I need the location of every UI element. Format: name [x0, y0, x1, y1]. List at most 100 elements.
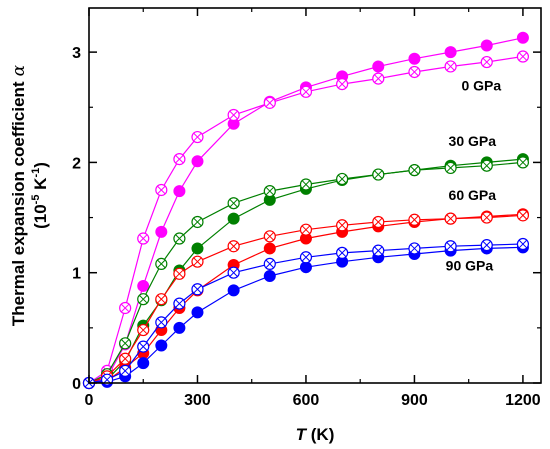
data-point-crossed [336, 78, 349, 91]
data-point-crossed [444, 240, 457, 253]
marker-cross [157, 294, 166, 304]
data-point-crossed [119, 337, 132, 350]
marker-cross [337, 221, 347, 230]
marker-cross [193, 217, 202, 227]
y-axis-title-line2: (10-5 K-1) [30, 162, 50, 229]
marker-cross [482, 161, 492, 170]
data-point-crossed [155, 293, 168, 306]
data-point-filled [173, 185, 186, 198]
series-line [88, 243, 523, 384]
data-point-crossed [516, 209, 530, 222]
plot-frame [88, 7, 542, 384]
data-point-crossed [191, 215, 204, 229]
series-label: 30 GPa [449, 133, 497, 149]
x-axis-title-unit: (K) [306, 425, 334, 444]
marker-cross [138, 325, 148, 335]
marker-cross [229, 198, 238, 208]
data-point-crossed [173, 232, 186, 245]
marker-cross [374, 170, 383, 179]
data-point-crossed [372, 72, 385, 85]
data-point-crossed [336, 246, 349, 259]
series-line [88, 213, 523, 384]
marker-cross [265, 186, 275, 196]
marker-cross [157, 259, 166, 269]
data-point-crossed [173, 267, 186, 280]
data-point-crossed [263, 230, 276, 243]
marker-cross [138, 294, 148, 304]
data-point-crossed [336, 219, 349, 232]
y-axis-title-line1: Thermal expansion coefficient α [9, 64, 29, 326]
marker-cross [410, 215, 419, 225]
data-point-crossed [191, 130, 204, 144]
y-unit-post: ) [31, 162, 50, 168]
data-point-crossed [263, 184, 276, 198]
marker-cross [193, 132, 202, 142]
data-point-filled [191, 306, 204, 319]
x-tick-label: 0 [85, 392, 94, 409]
data-point-crossed [227, 266, 240, 279]
marker-cross [374, 246, 383, 255]
marker-cross [446, 62, 455, 71]
y-tick-label: 0 [72, 376, 81, 393]
marker-cross [337, 248, 347, 258]
marker-cross [175, 154, 184, 164]
marker-cross [410, 244, 419, 253]
marker-cross [265, 232, 275, 241]
y-axis-title-text: Thermal expansion coefficient [9, 81, 28, 326]
data-point-crossed [408, 242, 421, 255]
data-point-crossed [137, 340, 150, 353]
marker-cross [138, 234, 148, 243]
data-point-crossed [227, 240, 240, 253]
data-point-crossed [173, 153, 186, 166]
data-point-crossed [408, 65, 421, 79]
marker-cross [482, 57, 492, 67]
data-point-filled [227, 284, 240, 297]
series-label: 0 GPa [461, 78, 501, 94]
series-line [88, 246, 523, 384]
data-point-crossed [227, 108, 240, 122]
marker-cross [175, 269, 184, 279]
data-point-crossed [516, 156, 530, 169]
data-point-crossed [408, 164, 421, 177]
y-tick-label: 3 [72, 45, 81, 62]
data-point-filled [372, 60, 385, 73]
marker-cross [175, 234, 184, 243]
data-point-crossed [191, 255, 204, 268]
marker-cross [175, 299, 184, 308]
data-point-crossed [137, 323, 150, 337]
marker-cross [518, 158, 528, 167]
marker-cross [193, 285, 202, 294]
x-axis-title-variable: T [296, 425, 308, 444]
marker-cross [410, 165, 419, 175]
data-point-filled [480, 39, 493, 52]
data-point-crossed [119, 364, 132, 377]
data-point-crossed [299, 223, 313, 236]
marker-cross [265, 259, 275, 269]
data-point-crossed [336, 172, 349, 186]
marker-cross [120, 339, 130, 348]
marker-cross [446, 163, 455, 173]
data-point-filled [155, 339, 168, 352]
data-point-crossed [299, 178, 313, 191]
y-tick-label: 1 [72, 266, 81, 283]
marker-cross [229, 268, 238, 277]
y-tick-label: 2 [72, 155, 81, 172]
x-tick-label: 600 [293, 392, 320, 409]
data-point-crossed [444, 60, 457, 73]
series-line [88, 214, 523, 384]
marker-cross [374, 74, 383, 83]
series-7-crossed [82, 237, 530, 390]
marker-cross [265, 98, 275, 108]
series-line [88, 37, 524, 384]
data-point-filled [408, 52, 421, 65]
y-unit-pre: (10 [31, 204, 50, 229]
marker-cross [301, 87, 311, 97]
data-point-crossed [263, 257, 276, 270]
data-point-crossed [119, 352, 132, 365]
data-point-crossed [408, 213, 421, 226]
data-point-filled [263, 242, 276, 255]
data-point-crossed [173, 297, 186, 310]
data-point-crossed [516, 237, 530, 251]
data-point-crossed [444, 161, 457, 175]
